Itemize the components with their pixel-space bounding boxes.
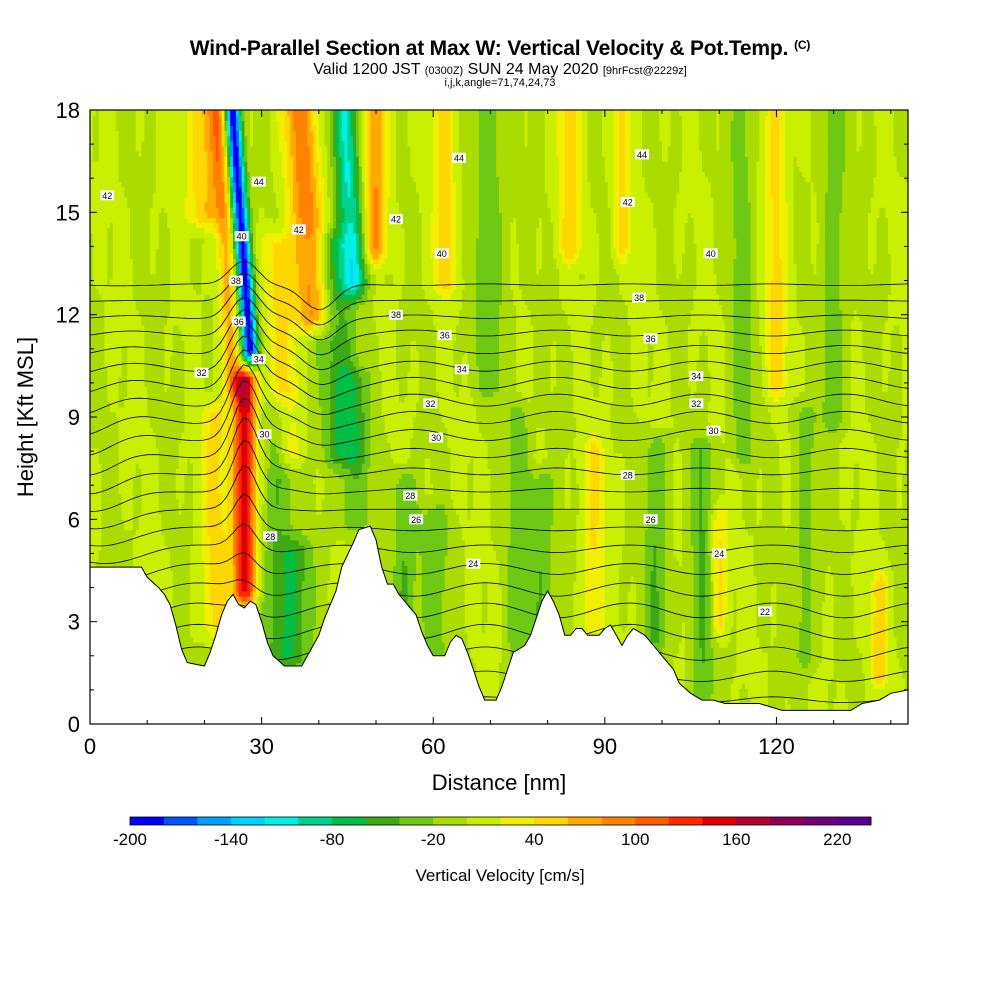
velocity-field: [90, 110, 909, 719]
cross-section-figure: 22242426 2628282830 30303232 323434343636 36…: [0, 0, 1000, 1000]
